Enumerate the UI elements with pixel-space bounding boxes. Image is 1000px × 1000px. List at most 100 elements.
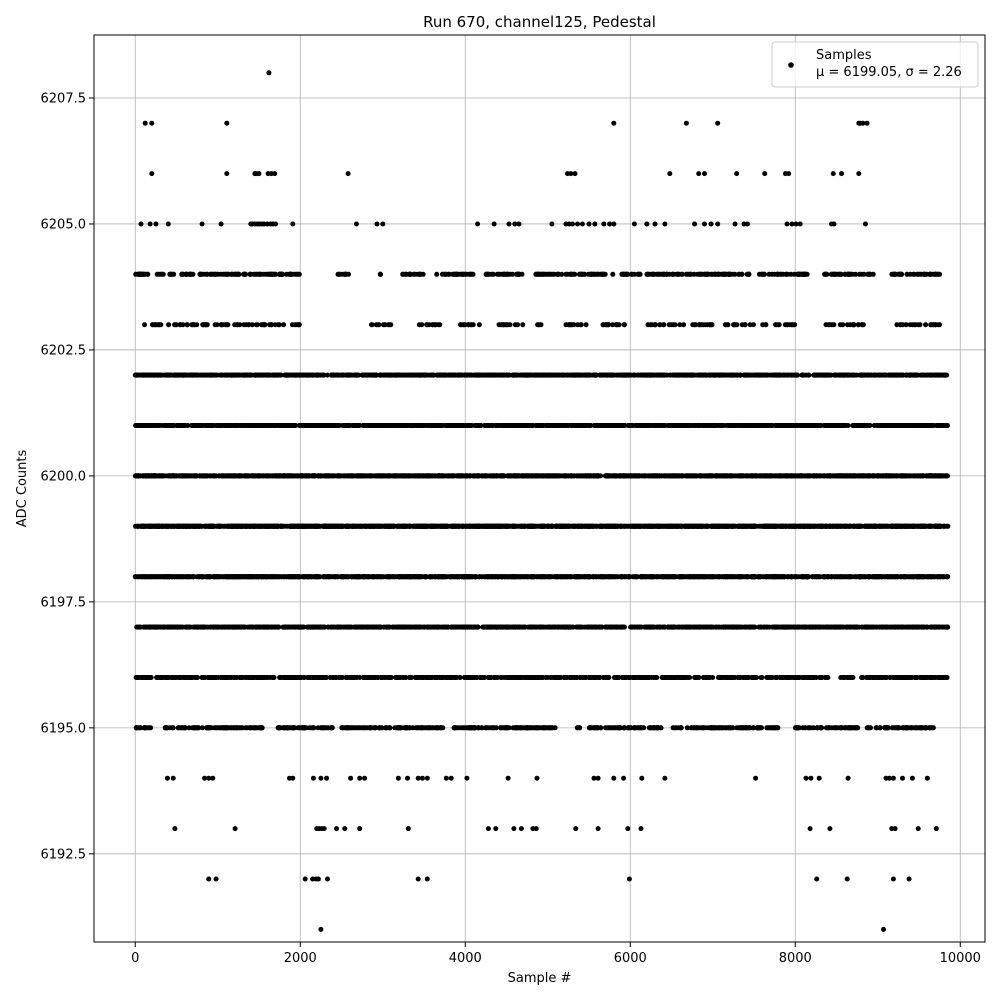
sample-point (511, 826, 517, 832)
sample-point (814, 725, 820, 731)
sample-point (498, 675, 504, 680)
sample-point (638, 826, 644, 832)
sample-point (357, 775, 363, 781)
sample-point (193, 675, 199, 680)
sample-point (604, 725, 610, 731)
sample-point (146, 725, 152, 731)
sample-point (637, 675, 643, 680)
sample-point (824, 675, 830, 680)
sample-point (485, 826, 491, 832)
sample-point (619, 574, 625, 580)
sample-point (912, 675, 918, 680)
sample-point (933, 826, 939, 832)
sample-point (923, 675, 929, 680)
sample-point (250, 675, 256, 680)
sample-point (296, 574, 302, 580)
sample-point (842, 675, 847, 680)
sample-point (803, 775, 809, 781)
sample-point (461, 725, 467, 731)
sample-point (638, 574, 644, 580)
sample-point (672, 725, 678, 731)
sample-point (343, 675, 349, 680)
sample-point (479, 725, 485, 731)
sample-point (254, 675, 260, 680)
sample-point (309, 574, 315, 580)
sample-point (173, 675, 179, 680)
sample-point (906, 876, 912, 882)
sample-point (507, 675, 513, 680)
sample-point (621, 675, 627, 680)
sample-point (877, 725, 883, 731)
sample-point (595, 826, 601, 832)
sample-point (206, 574, 212, 580)
sample-point (451, 574, 457, 580)
sample-point (668, 675, 674, 680)
sample-point (929, 574, 935, 580)
sample-point (472, 574, 478, 580)
sample-point (365, 624, 371, 630)
sample-point (924, 624, 930, 630)
sample-point (154, 624, 159, 630)
sample-point (428, 624, 434, 630)
sample-point (406, 624, 412, 630)
sample-point (848, 574, 854, 580)
sample-point (416, 574, 422, 580)
sample-point (873, 725, 879, 731)
sample-point (890, 775, 896, 781)
sample-point (326, 624, 332, 630)
sample-point (566, 624, 572, 630)
sample-point (135, 675, 141, 680)
sample-point (551, 675, 557, 680)
sample-point (857, 574, 863, 580)
sample-point (753, 675, 759, 680)
sample-point (271, 675, 277, 680)
sample-point (788, 574, 794, 580)
sample-point (195, 725, 201, 731)
sample-point (492, 675, 498, 680)
sample-point (742, 624, 748, 630)
sample-point (864, 624, 870, 630)
sample-point (548, 725, 554, 731)
sample-point (563, 675, 569, 680)
sample-point (223, 574, 229, 580)
sample-point (583, 574, 589, 580)
sample-point (663, 574, 669, 580)
sample-point (395, 624, 400, 630)
sample-point (432, 725, 438, 731)
sample-point (818, 675, 824, 680)
sample-point (525, 574, 531, 580)
sample-point (628, 725, 634, 731)
sample-point (184, 574, 190, 580)
sample-point (867, 574, 873, 580)
sample-point (202, 675, 208, 680)
sample-point (377, 624, 383, 630)
sample-point (433, 675, 439, 680)
sample-point (603, 675, 609, 680)
sample-point (909, 775, 915, 781)
sample-point (730, 725, 736, 731)
sample-point (291, 675, 297, 680)
sample-point (321, 574, 327, 580)
sample-point (405, 826, 411, 832)
sample-point (318, 775, 324, 781)
sample-point (408, 675, 414, 680)
sample-point (740, 574, 746, 580)
sample-point (669, 574, 675, 580)
sample-point (576, 574, 582, 580)
sample-point (176, 725, 182, 731)
sample-point (574, 624, 580, 630)
sample-point (502, 725, 508, 731)
sample-point (202, 775, 208, 781)
sample-point (162, 725, 168, 731)
sample-point (302, 876, 308, 882)
sample-point (903, 624, 909, 630)
sample-point (534, 775, 540, 781)
sample-point (307, 725, 313, 731)
sample-point (315, 725, 321, 731)
sample-point (403, 725, 408, 731)
sample-point (354, 725, 360, 731)
sample-point (866, 725, 872, 731)
sample-point (892, 725, 897, 731)
sample-point (654, 675, 660, 680)
sample-point (406, 574, 412, 580)
